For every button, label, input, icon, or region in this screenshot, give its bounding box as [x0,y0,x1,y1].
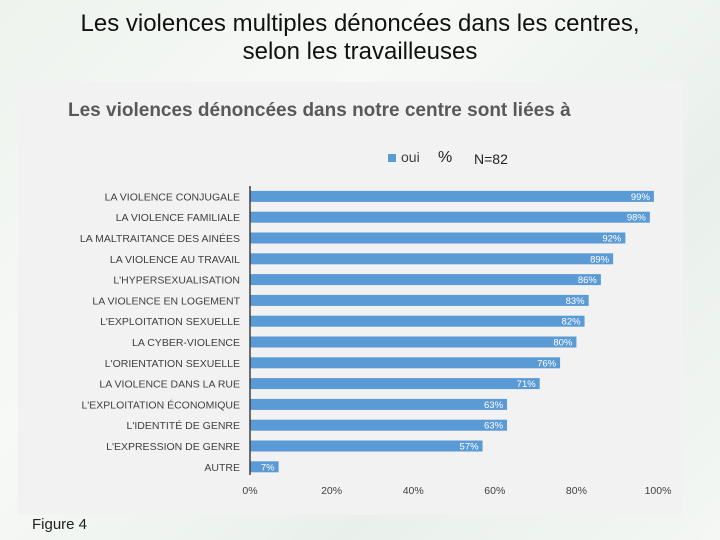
chart-title: Les violences dénoncées dans notre centr… [68,100,571,121]
x-tick-label: 80% [566,485,587,497]
chart-panel: Les violences dénoncées dans notre centr… [18,82,683,515]
bars-layer: 99% 98% 92% 89% 86% 83% 82% 80% 76%71% 63% 63% 57% 7… [250,190,654,473]
bar-chart: Les violences dénoncées dans notre centr… [68,100,671,497]
category-label: LA VIOLENCE AU TRAVAIL [110,254,240,266]
category-label: LA VIOLENCE FAMILIALE [116,212,240,224]
legend-swatch [388,154,396,162]
bar [250,357,561,369]
x-tick-label: 0% [242,485,257,497]
category-label: LA MALTRAITANCE DES AINÉES [80,232,240,245]
bar [250,461,279,473]
bar-value-label: 7% [261,462,275,473]
bar-value-label: 92% [602,234,622,245]
bar [250,232,626,244]
bar [250,253,614,265]
category-label: L'HYPERSEXUALISATION [113,275,240,287]
slide-title-line-1: Les violences multiples dénoncées dans l… [80,10,640,37]
category-label: L'EXPLOITATION SEXUELLE [100,316,240,328]
bar [250,378,540,390]
bar [250,315,585,327]
bar [250,274,601,286]
x-tick-label: 60% [484,485,505,497]
bar [250,419,508,431]
bar-value-label: 80% [553,338,573,349]
bar-value-label: 57% [460,442,480,453]
x-tick-label: 20% [321,485,342,497]
bar-value-label: 83% [566,296,586,307]
category-labels: LA VIOLENCE CONJUGALE LA VIOLENCE FAMILIA… [80,191,241,473]
bar-value-label: 89% [590,254,610,265]
bar [250,336,577,348]
bar [250,211,650,223]
bar-value-label: 63% [484,421,504,432]
bar-value-label: 63% [484,400,504,411]
category-label: LA CYBER-VIOLENCE [132,337,240,349]
category-label: AUTRE [204,462,240,474]
bar [250,398,508,410]
bar-value-label: 99% [631,192,651,203]
bar-value-label: 98% [627,213,647,224]
figure-label: Figure 4 [32,516,88,533]
legend-label: oui [401,149,420,165]
slide-title: Les violences multiples dénoncées dans l… [0,10,720,66]
category-label: LA VIOLENCE EN LOGEMENT [92,295,240,307]
bar [250,440,483,452]
slide-title-line-2: selon les travailleuses [242,38,478,65]
unit-note: % [438,149,452,166]
bar-value-label: 82% [562,317,582,328]
x-tick-label: 100% [645,485,672,497]
x-tick-label: 40% [403,485,424,497]
x-axis-ticks: 0% 20% 40% 60% 80% 100% [242,485,671,497]
category-label: L'EXPLOITATION ÉCONOMIQUE [81,398,240,411]
category-label: LA VIOLENCE CONJUGALE [105,191,240,203]
category-label: L'EXPRESSION DE GENRE [106,441,240,453]
category-label: L'ORIENTATION SEXUELLE [105,358,240,370]
category-label: L'IDENTITÉ DE GENRE [127,419,240,432]
bar [250,294,589,306]
bar [250,190,654,202]
bar-value-label: 71% [517,379,537,390]
sample-note: N=82 [474,151,508,167]
bar-value-label: 76% [537,358,557,369]
category-label: LA VIOLENCE DANS LA RUE [99,379,240,391]
bar-value-label: 86% [578,275,598,286]
